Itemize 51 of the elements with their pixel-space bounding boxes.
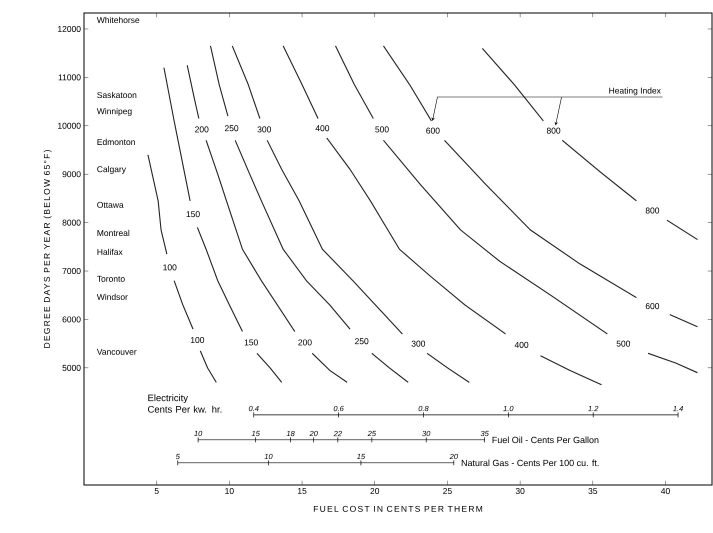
series-label: 200 [298, 339, 312, 346]
series-label: 400 [316, 125, 330, 132]
annotation: Calgary [97, 166, 126, 174]
annotation: Montreal [98, 230, 130, 236]
annotation: Heating Index [609, 87, 661, 96]
series-label: 300 [412, 340, 426, 347]
x-tick-label: 20 [370, 488, 380, 494]
series-label: 100 [190, 337, 204, 344]
y-tick-label: 11000 [58, 74, 81, 80]
x-tick-label: 10 [225, 488, 234, 494]
x-tick-label: 35 [588, 488, 598, 494]
y-tick-label: 7000 [62, 268, 81, 274]
text: 800 [646, 208, 660, 214]
text: 250 [355, 338, 368, 344]
annotation: Whitehorse [96, 16, 140, 24]
annotation: Saskatoon [97, 92, 136, 98]
series-label: 500 [375, 126, 389, 132]
annotation: Ottawa [97, 202, 124, 208]
y-tick-label: 5000 [62, 364, 81, 371]
text: 600 [646, 303, 660, 310]
annotation: Vancouver [96, 348, 137, 355]
y-tick-label: 10000 [58, 122, 81, 129]
y-axis-title: DEGREE DAYS PER YEAR (BELOW 65°F) [44, 150, 52, 348]
text: 100 [163, 264, 176, 270]
annotation: Toronto [97, 276, 125, 282]
x-tick-label: 30 [516, 488, 524, 494]
x-tick-label: 40 [660, 488, 670, 494]
annotation: Fuel Oil - Cents Per Gallon [492, 436, 598, 444]
annotation: Halifax [98, 248, 123, 256]
annotation: Edmonton [98, 138, 135, 146]
series-label: 800 [546, 128, 560, 134]
x-axis-title: FUEL COST IN CENTS PER THERM [314, 506, 482, 512]
text: 200 [195, 126, 208, 132]
y-tick-label: 6000 [62, 316, 81, 322]
text: 150 [186, 211, 200, 218]
annotation: Windsor [96, 294, 128, 300]
y-tick-label: 12000 [58, 26, 81, 32]
annotation: Winnipeg [96, 108, 132, 116]
x-tick-label: 5 [154, 488, 159, 494]
series-label: 250 [224, 125, 238, 132]
series-label: 150 [244, 339, 258, 346]
x-tick-label: 25 [443, 488, 452, 494]
x2-axis-title: Electricity Cents Per kw. hr. [148, 394, 222, 413]
x-tick-label: 15 [298, 488, 306, 494]
series-label: 600 [426, 128, 440, 134]
y-tick-label: 8000 [62, 220, 81, 226]
text: 400 [514, 342, 528, 348]
text: 500 [616, 340, 630, 347]
annotation: Natural Gas - Cents Per 100 cu. ft. [462, 460, 599, 466]
y-tick-label: 9000 [62, 171, 81, 178]
text: 300 [258, 126, 271, 132]
